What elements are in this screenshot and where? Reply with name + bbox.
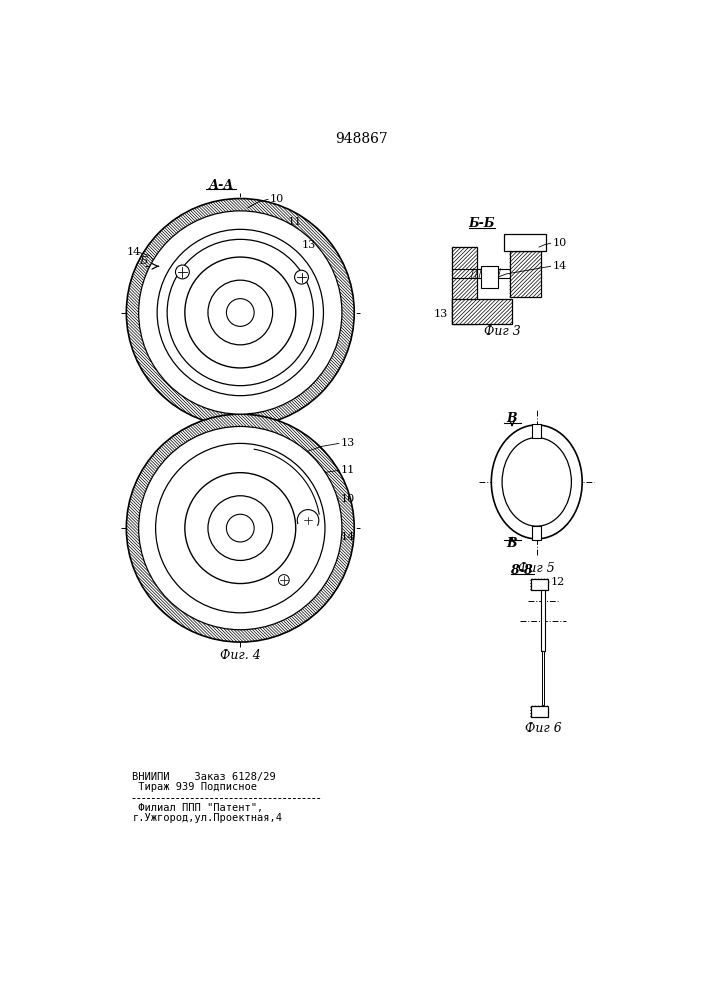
Text: Фиг. 2: Фиг. 2 [220,433,261,446]
Bar [541,590,545,651]
Circle shape [185,473,296,584]
Circle shape [139,426,342,630]
Bar [532,526,542,540]
Text: г.Ужгород,ул.Проектная,4: г.Ужгород,ул.Проектная,4 [132,813,283,823]
Text: 10: 10 [340,494,355,504]
Text: В: В [507,412,518,425]
Circle shape [156,443,325,613]
Text: Филиал ППП "Патент",: Филиал ППП "Патент", [132,803,264,813]
Circle shape [208,280,273,345]
Ellipse shape [491,425,582,539]
Bar [530,579,547,590]
Circle shape [127,414,354,642]
Text: Фиг 5: Фиг 5 [518,562,555,575]
Ellipse shape [502,438,571,526]
Circle shape [226,514,254,542]
Circle shape [167,239,313,386]
Text: 11: 11 [340,465,355,475]
Circle shape [185,257,296,368]
Text: 13: 13 [434,309,448,319]
Text: Б: Б [163,306,170,315]
Bar [542,651,544,705]
Text: 14: 14 [127,247,141,257]
Bar [452,299,512,324]
Circle shape [279,575,289,585]
Text: 8-8: 8-8 [510,564,532,577]
Circle shape [208,496,273,560]
Text: В: В [507,537,518,550]
Circle shape [127,199,354,426]
Text: 948867: 948867 [336,132,388,146]
Text: 11: 11 [288,217,303,227]
Bar [510,251,541,297]
Bar [530,706,547,717]
Bar [504,234,546,251]
Circle shape [175,265,189,279]
Bar [532,424,542,438]
Text: 14: 14 [340,532,355,542]
Text: Фиг 3: Фиг 3 [484,325,520,338]
Text: 10: 10 [552,238,566,248]
Text: 13: 13 [340,438,355,448]
Circle shape [295,270,308,284]
Circle shape [157,229,324,396]
Text: ВНИИПИ    Заказ 6128/29: ВНИИПИ Заказ 6128/29 [132,772,276,782]
Text: Тираж 939 Подписное: Тираж 939 Подписное [132,782,257,792]
Text: 12: 12 [551,577,565,587]
Text: Фиг 6: Фиг 6 [525,722,561,735]
Text: А-А: А-А [209,179,234,192]
Circle shape [226,299,254,326]
Text: 10: 10 [269,194,284,204]
Text: Фиг. 4: Фиг. 4 [220,649,261,662]
Text: Б: Б [139,256,147,266]
Text: 13: 13 [302,240,316,250]
Bar [452,247,477,324]
Text: Б-Б: Б-Б [468,217,495,230]
Text: 14: 14 [552,261,566,271]
Bar [481,266,498,288]
Circle shape [139,211,342,414]
